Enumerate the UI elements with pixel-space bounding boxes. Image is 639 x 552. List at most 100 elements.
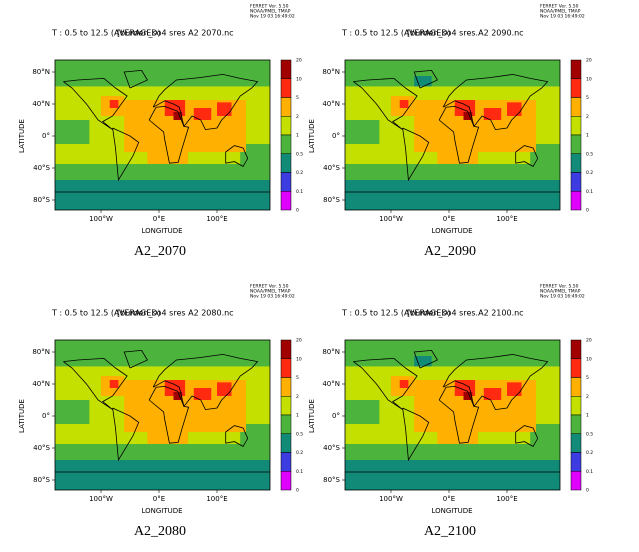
field-cell: [193, 108, 212, 120]
field-cell: [399, 100, 409, 108]
panel-title: T : 0.5 to 12.5 (AVERAGED): [51, 309, 161, 318]
coastline: [438, 105, 480, 164]
colorbar-box: [280, 377, 292, 397]
y-axis-label: LATITUDE: [308, 399, 316, 433]
field-cell: [55, 120, 90, 144]
field-cell: [345, 180, 560, 210]
stamp: NOAA/PMEL TMAP: [540, 9, 581, 15]
field-cell: [147, 432, 188, 444]
colorbar-label: 0.5: [296, 151, 303, 157]
y-tick-label: 40°S: [33, 164, 50, 172]
colorbar-box: [570, 59, 582, 79]
colorbar-label: 0: [586, 488, 589, 494]
colorbar-label: 20: [296, 338, 302, 344]
colorbar-box: [570, 471, 582, 491]
field-cell: [55, 460, 270, 490]
stamp: NOAA/PMEL TMAP: [540, 289, 581, 295]
stamp: Nov 19 03 16:49:02: [540, 294, 585, 300]
map-frame: [344, 59, 561, 211]
caption: A2_2080: [134, 524, 186, 539]
field-cell: [55, 340, 270, 367]
y-tick-label: 80°S: [323, 476, 340, 484]
colorbar-box: [570, 433, 582, 453]
colorbar-box: [280, 433, 292, 453]
panel-title: T : 0.5 to 12.5 (AVERAGED): [341, 309, 451, 318]
colorbar-label: 20: [586, 338, 592, 344]
field-cell: [173, 392, 183, 400]
field-cell: [463, 392, 473, 400]
field-cell: [55, 444, 270, 460]
colorbar-box: [280, 358, 292, 378]
field-cell: [345, 60, 560, 87]
field-cell: [109, 380, 119, 388]
coastline: [225, 425, 249, 447]
coastline: [402, 407, 430, 462]
map-frame: [54, 339, 271, 491]
field-cell: [109, 100, 119, 108]
colorbar-box: [280, 153, 292, 173]
coastline: [353, 357, 418, 410]
caption: A2_2090: [424, 244, 476, 259]
colorbar-label: 0.1: [296, 469, 303, 475]
colorbar-label: 0.1: [586, 469, 593, 475]
y-axis-label: LATITUDE: [18, 399, 26, 433]
coastline: [442, 73, 549, 131]
colorbar-box: [280, 97, 292, 117]
colorbar-label: 0: [296, 488, 299, 494]
colorbar-box: [280, 59, 292, 79]
colorbar-label: 20: [296, 58, 302, 64]
coastline: [63, 357, 128, 410]
file-name: [burden_so4 sres A2 2080.nc: [117, 309, 234, 318]
y-tick-label: 40°N: [32, 380, 50, 388]
field-cell: [345, 444, 560, 460]
colorbar-label: 10: [296, 76, 302, 82]
colorbar-box: [280, 191, 292, 211]
field-cell: [345, 164, 560, 180]
map-field: [345, 340, 560, 490]
y-tick-label: 80°S: [323, 196, 340, 204]
field-cell: [173, 112, 183, 120]
colorbar-label: 2: [586, 114, 589, 120]
x-tick-label: 0°E: [153, 215, 165, 223]
y-axis-label: LATITUDE: [308, 119, 316, 153]
coastline: [353, 77, 418, 130]
map-frame: [344, 339, 561, 491]
coastline: [148, 385, 190, 444]
y-tick-label: 40°N: [32, 100, 50, 108]
colorbar-box: [570, 97, 582, 117]
field-cell: [414, 356, 432, 367]
colorbar-label: 0: [296, 208, 299, 214]
colorbar-label: 5: [586, 375, 589, 381]
panel-title: T : 0.5 to 12.5 (AVERAGED): [51, 29, 161, 38]
coastline: [152, 353, 259, 411]
y-tick-label: 0°: [332, 412, 340, 420]
coastline: [123, 69, 148, 89]
coastline: [225, 145, 249, 167]
coastline: [515, 425, 539, 447]
stamp: FERRET Ver. 5.50: [250, 284, 289, 290]
stamp: FERRET Ver. 5.50: [540, 284, 579, 290]
colorbar-label: 0.1: [586, 189, 593, 195]
field-cell: [507, 102, 522, 116]
field-cell: [463, 112, 473, 120]
stamp: FERRET Ver. 5.50: [250, 4, 289, 10]
colorbar-box: [280, 134, 292, 154]
coastline: [63, 77, 128, 130]
y-axis-label: LATITUDE: [18, 119, 26, 153]
x-tick-label: 100°W: [379, 495, 403, 503]
x-tick-label: 0°E: [153, 495, 165, 503]
stamp: Nov 19 03 16:49:02: [250, 14, 295, 20]
coastline: [438, 385, 480, 444]
field-cell: [483, 388, 502, 400]
stamp: FERRET Ver. 5.50: [540, 4, 579, 10]
coastline: [112, 127, 140, 182]
x-axis-label: LONGITUDE: [431, 227, 472, 235]
colorbar-box: [280, 396, 292, 416]
field-cell: [193, 388, 212, 400]
colorbar-box: [570, 358, 582, 378]
x-tick-label: 100°E: [496, 495, 517, 503]
field-cell: [217, 102, 232, 116]
colorbar-label: 0.1: [296, 189, 303, 195]
